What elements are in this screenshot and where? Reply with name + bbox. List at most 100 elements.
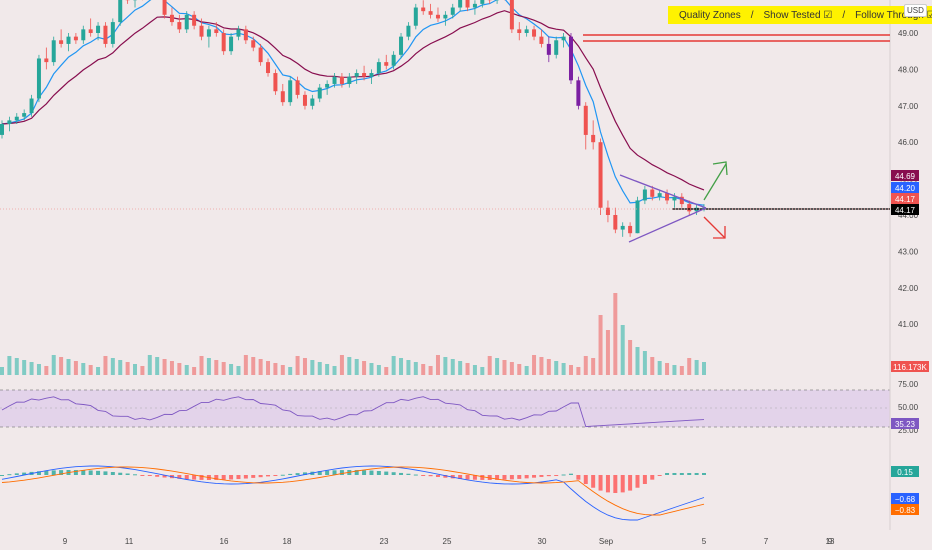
candle-body <box>450 7 455 15</box>
macd-bar <box>236 475 241 480</box>
macd-bar <box>317 471 322 475</box>
volume-bar <box>73 361 78 375</box>
macd-bar <box>509 475 514 480</box>
candle-body <box>0 124 4 135</box>
time-tick-label: 25 <box>443 537 452 546</box>
volume-bar <box>428 366 433 375</box>
volume-bar <box>44 366 49 375</box>
macd-bar <box>302 472 307 475</box>
candle-body <box>539 36 544 44</box>
macd-bar <box>539 475 544 477</box>
volume-bar <box>110 358 115 375</box>
candle-body <box>339 76 344 84</box>
macd-bar <box>73 470 78 475</box>
candle-body <box>66 36 71 44</box>
volume-bar <box>14 358 19 375</box>
macd-bar <box>7 474 12 476</box>
macd-bar <box>472 475 477 480</box>
macd-bar <box>96 470 101 475</box>
volume-bar <box>665 363 670 375</box>
candle-body <box>384 62 389 66</box>
separator: / <box>842 9 846 21</box>
volume-bar <box>421 364 426 375</box>
volume-bar <box>258 359 263 375</box>
time-tick-label: 11 <box>125 537 134 546</box>
macd-bar <box>443 475 448 478</box>
macd-bar <box>687 473 692 475</box>
volume-bar <box>332 366 337 375</box>
volume-bar <box>620 325 625 375</box>
candle-body <box>7 120 12 124</box>
last-price-label-bg <box>891 193 919 204</box>
candle-body <box>73 36 78 41</box>
rsi-tick-label: 75.00 <box>898 380 919 389</box>
candle-body <box>362 73 367 77</box>
volume-bar <box>118 360 123 375</box>
macd-bar <box>628 475 633 491</box>
time-tick-label: 18 <box>283 537 292 546</box>
volume-bar <box>354 359 359 375</box>
volume-bar <box>192 367 197 375</box>
candle-body <box>251 40 256 48</box>
macd-bar <box>354 470 359 475</box>
macd-hist-label: 0.15 <box>897 468 913 477</box>
candle-body <box>635 200 640 234</box>
volume-bar <box>317 362 322 375</box>
candle-body <box>554 40 559 55</box>
macd-bar <box>332 470 337 475</box>
breakout-up-arrow <box>703 163 727 201</box>
time-tick-label: 5 <box>702 537 707 546</box>
currency-badge[interactable]: USD <box>904 4 927 17</box>
volume-label: 116.173K <box>893 363 927 372</box>
show-tested-toggle[interactable]: Show Tested ☑ <box>763 9 833 21</box>
rsi-value-label-bg <box>891 418 919 429</box>
volume-bar <box>532 355 537 375</box>
rsi-value-label: 35.23 <box>895 420 916 429</box>
macd-bar <box>44 470 49 475</box>
macd-bar <box>0 475 4 476</box>
candle-body <box>642 189 647 201</box>
volume-bar <box>184 365 189 375</box>
candle-body <box>317 87 322 99</box>
quality-zones-label[interactable]: Quality Zones <box>679 9 741 21</box>
line-price-label: 44.17 <box>895 206 916 215</box>
ema-fast-line <box>1 0 705 206</box>
candle-body <box>14 116 19 121</box>
volume-bar <box>66 359 71 375</box>
macd-bar <box>591 475 596 488</box>
candle-body <box>81 29 86 41</box>
volume-bar <box>509 362 514 375</box>
macd-bar <box>339 470 344 475</box>
macd-bar <box>554 475 559 476</box>
rsi-tick-label: 25.00 <box>898 426 919 435</box>
volume-bar <box>650 357 655 375</box>
volume-bar <box>140 366 145 375</box>
candle-body <box>118 0 123 23</box>
breakout-up-arrowhead <box>712 161 728 176</box>
breakdown-arrowhead <box>713 226 726 239</box>
macd-bar <box>118 472 123 475</box>
indicator-settings-bar[interactable]: Quality Zones / Show Tested ☑ / Follow T… <box>668 6 932 24</box>
volume-bar <box>591 358 596 375</box>
candle-body <box>302 94 307 106</box>
candle-body <box>295 80 300 95</box>
rsi-tick-label: 50.00 <box>898 403 919 412</box>
candle-body <box>435 14 440 19</box>
candle-body <box>598 142 603 208</box>
macd-bar <box>147 475 152 476</box>
follow-through-toggle[interactable]: Follow Through ☑ <box>855 9 932 21</box>
macd-bar <box>288 473 293 475</box>
volume-bar <box>295 356 300 375</box>
macd-bar <box>502 475 507 480</box>
macd-bar <box>642 475 647 484</box>
volume-bar <box>435 355 440 375</box>
macd-bar <box>140 475 145 476</box>
volume-bar <box>598 315 603 375</box>
time-axis: 9 11 16 18 23 25 30 Sep 5 7 913 <box>63 537 835 546</box>
candle-body <box>399 36 404 55</box>
volume-bar <box>88 365 93 375</box>
candle-body <box>628 225 633 234</box>
macd-bar <box>133 474 138 476</box>
macd-bar <box>532 475 537 478</box>
